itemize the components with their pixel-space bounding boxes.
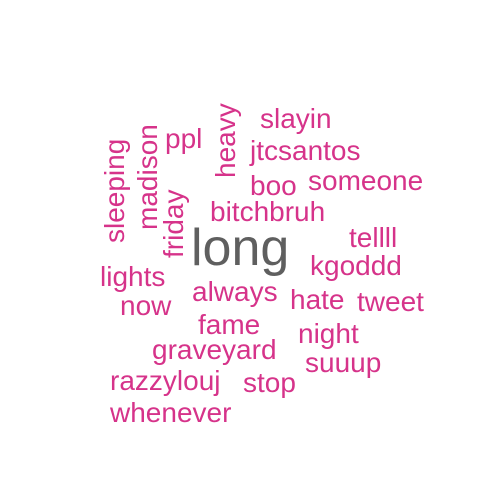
word-tweet: tweet (357, 286, 424, 317)
word-tellll: tellll (349, 222, 398, 253)
word-lights: lights (100, 261, 166, 292)
word-now: now (120, 290, 172, 321)
word-someone: someone (308, 165, 424, 196)
word-long: long (191, 219, 290, 277)
word-suuup: suuup (305, 347, 382, 378)
word-boo: boo (250, 170, 297, 201)
word-stop: stop (243, 367, 296, 398)
word-heavy: heavy (210, 103, 241, 178)
word-hate: hate (290, 284, 345, 315)
word-fame: fame (198, 309, 261, 340)
word-whenever: whenever (110, 397, 232, 428)
word-sleeping: sleeping (99, 138, 130, 243)
word-bitchbruh: bitchbruh (210, 196, 326, 227)
word-slayin: slayin (260, 103, 332, 134)
word-night: night (298, 318, 359, 349)
word-ppl: ppl (165, 123, 203, 154)
word-kgoddd: kgoddd (310, 250, 402, 281)
word-razzylouj: razzylouj (110, 365, 221, 396)
word-jtcsantos: jtcsantos (250, 135, 361, 166)
word-friday: friday (158, 189, 189, 258)
word-graveyard: graveyard (152, 334, 277, 365)
word-always: always (192, 276, 278, 307)
